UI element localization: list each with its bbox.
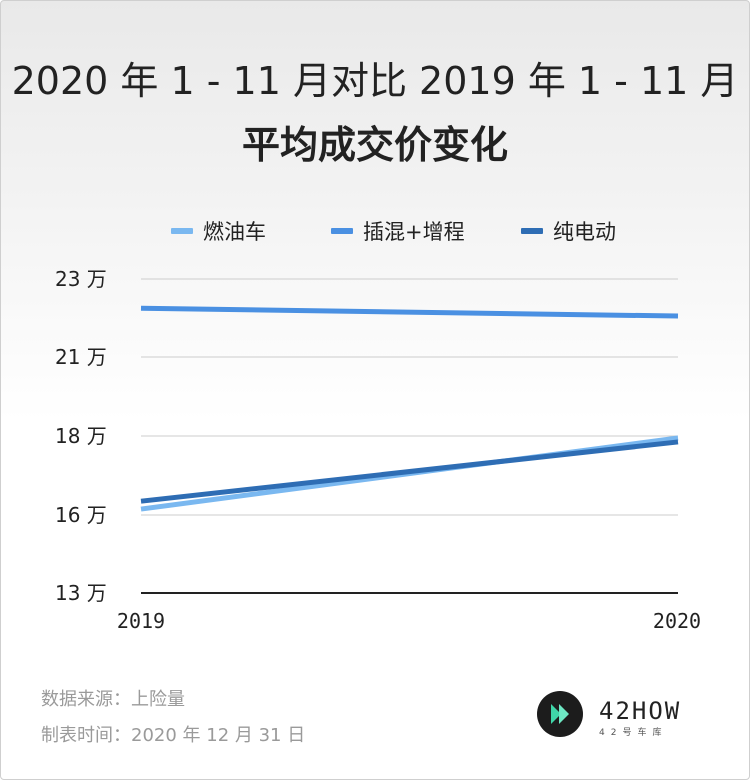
chart-title-line1: 2020 年 1 - 11 月对比 2019 年 1 - 11 月 [11,59,739,103]
line-chart: 13 万 16 万 18 万 21 万 23 万 2019 2020 [55,267,701,633]
legend-swatch-phev [331,228,353,234]
footer-source: 数据来源：上险量 [41,689,185,710]
logo-icon [537,691,583,737]
legend: 燃油车 插混+增程 纯电动 [1,213,749,249]
y-tick-label: 16 万 [55,503,107,527]
y-tick-label: 13 万 [55,581,107,605]
y-tick-label: 21 万 [55,345,107,369]
x-tick-label: 2019 [117,609,165,633]
logo-wordmark: 42HOW [599,697,682,725]
logo-subtitle: 42号车库 [599,728,668,738]
legend-swatch-fuel [171,228,193,234]
chart-title-line2: 平均成交价变化 [241,123,508,167]
y-tick-label: 23 万 [55,267,107,291]
footer-date: 制表时间：2020 年 12 月 31 日 [41,725,306,746]
legend-label-phev: 插混+增程 [363,220,465,244]
y-tick-label: 18 万 [55,424,107,448]
x-tick-label: 2020 [653,609,701,633]
legend-label-fuel: 燃油车 [203,220,266,244]
series-line-ev [140,439,679,504]
legend-item-fuel: 燃油车 [171,213,266,249]
series-line-phev [140,305,679,319]
legend-label-ev: 纯电动 [553,220,616,244]
legend-item-ev: 纯电动 [521,213,616,249]
legend-item-phev: 插混+增程 [331,213,465,249]
legend-swatch-ev [521,228,543,234]
